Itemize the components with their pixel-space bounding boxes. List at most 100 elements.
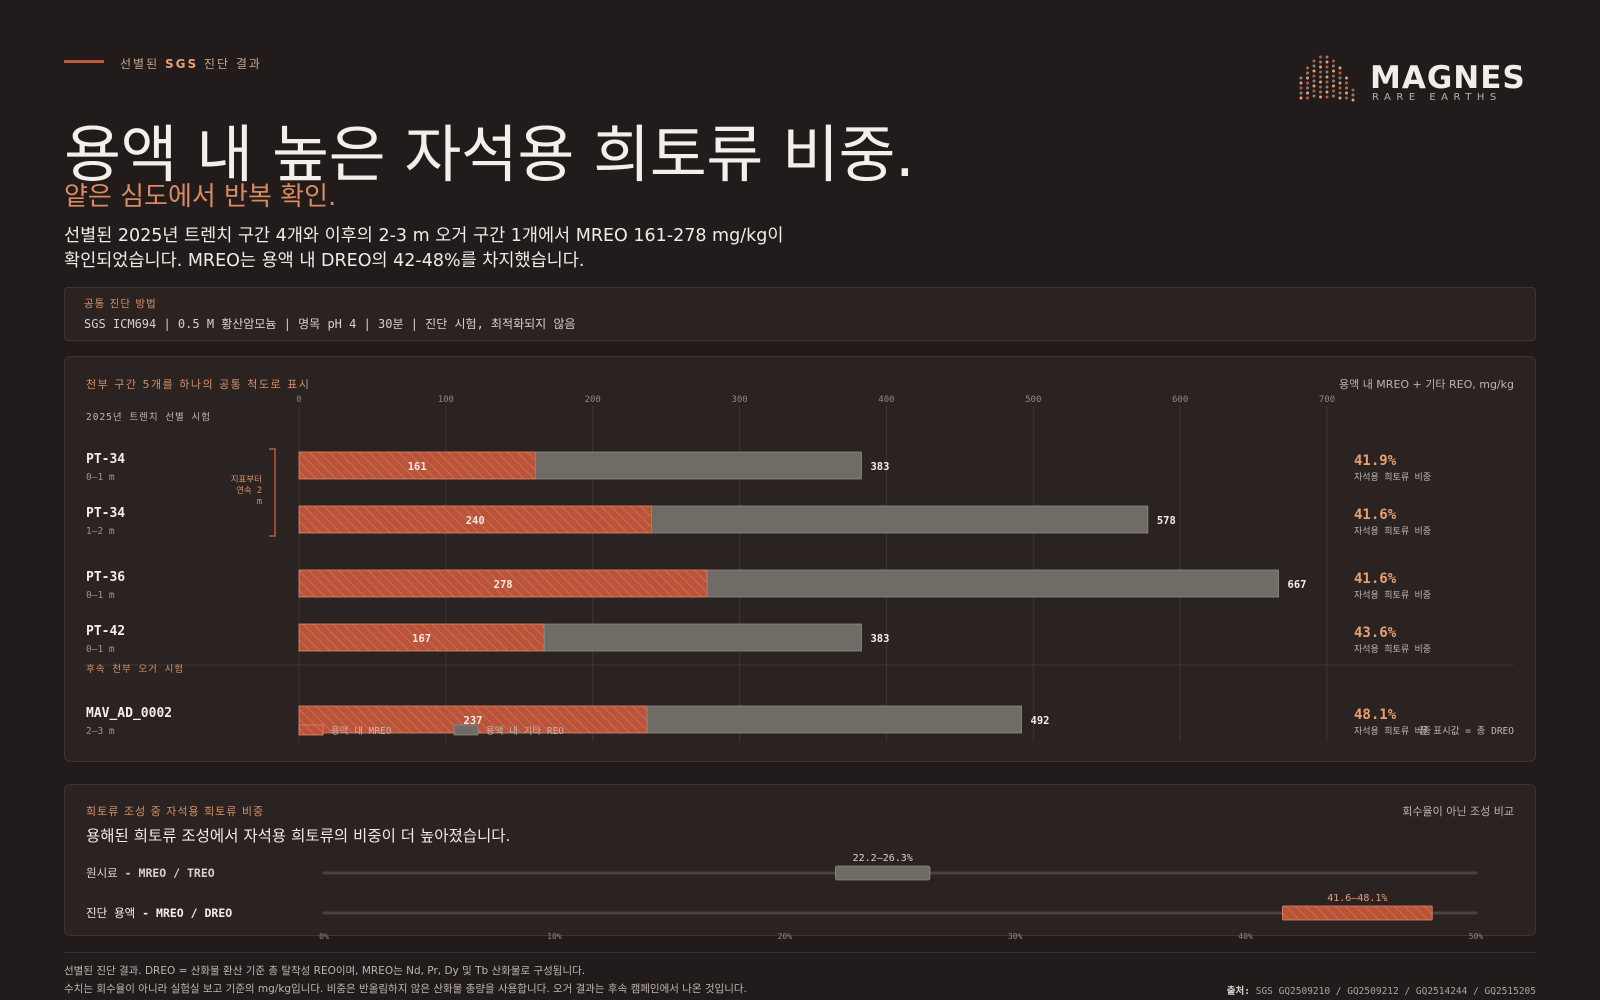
logo-dot: [1345, 81, 1348, 85]
logo-dot: [1325, 85, 1329, 89]
logo-dot: [1312, 84, 1316, 88]
logo-dot: [1299, 81, 1303, 85]
logo-dot: [1306, 71, 1309, 75]
range-value-label: 22.2–26.3%: [853, 853, 913, 864]
page-title: 용액 내 높은 자석용 희토류 비중.: [64, 118, 915, 191]
logo-dot: [1338, 96, 1342, 100]
eyebrow-rule: [64, 60, 104, 63]
share-caption: 자석용 희토류 비중: [1354, 525, 1431, 537]
row-id-label: PT-34: [86, 452, 125, 467]
x-tick-label: 300: [731, 395, 747, 405]
bar-mreo-label: 237: [464, 715, 483, 727]
logo-dot: [1338, 66, 1342, 70]
composition-note: 회수율이 아닌 조성 비교: [1402, 805, 1514, 818]
share-caption: 자석용 희토류 비중: [1354, 589, 1431, 601]
logo-dot: [1312, 64, 1316, 68]
logo-dot: [1312, 69, 1316, 73]
x-tick-label: 100: [438, 395, 454, 405]
logo-dot: [1332, 94, 1335, 98]
bar-other-reo: [543, 623, 862, 652]
range-tick-label: 20%: [778, 932, 793, 941]
chart-units: 용액 내 MREO + 기타 REO, mg/kg: [1338, 378, 1514, 391]
footer-source: 출처: SGS GQ2509210 / GQ2509212 / GQ251424…: [1226, 986, 1536, 997]
logo-dot: [1325, 80, 1329, 84]
bar-total-label: 492: [1031, 715, 1050, 727]
share-value: 41.6%: [1354, 507, 1397, 523]
range-bar-solution: [1282, 905, 1433, 921]
bar-mreo-label: 161: [408, 461, 427, 473]
row-depth-label: 2–3 m: [86, 726, 115, 737]
logo-dot: [1325, 65, 1329, 69]
x-tick-label: 0: [296, 395, 301, 405]
logo-dot: [1325, 95, 1329, 99]
row-id-label: PT-34: [86, 506, 125, 521]
logo-dot: [1338, 91, 1342, 95]
range-chart: 원시료 - MREO / TREO 22.2–26.3% 진단 용액 - MREO …: [86, 853, 1484, 941]
logo-dot: [1345, 86, 1348, 90]
group-label: 2025년 트렌치 선별 시험: [86, 411, 211, 423]
logo-dot: [1312, 79, 1316, 83]
row-depth-label: 1–2 m: [86, 526, 115, 537]
logo-dot: [1332, 69, 1335, 73]
logo-dot: [1351, 98, 1355, 102]
row-id-label: PT-36: [86, 570, 125, 585]
logo-dot: [1312, 74, 1316, 78]
logo-dot: [1299, 76, 1303, 80]
bar-other-reo: [651, 505, 1149, 534]
share-value: 48.1%: [1354, 707, 1397, 723]
row-id-label: MAV_AD_0002: [86, 706, 172, 721]
chart-panel: [64, 356, 1536, 762]
footer-note-2: 수치는 회수율이 아니라 실험실 보고 기준의 mg/kg입니다. 비중은 반올…: [64, 983, 747, 995]
logo-dot: [1312, 89, 1316, 93]
row-depth-label: 0–1 m: [86, 472, 115, 483]
logo-dot: [1338, 81, 1342, 85]
page-subtitle: 얕은 심도에서 반복 확인.: [64, 182, 337, 212]
legend-swatch-mreo: [298, 724, 324, 736]
row-depth-label: 0–1 m: [86, 590, 115, 601]
chart-title: 천부 구간 5개를 하나의 공통 척도로 표시: [86, 378, 311, 391]
row-id-label: PT-42: [86, 624, 125, 639]
eyebrow: 선별된 SGS 진단 결과: [120, 57, 262, 71]
bar-other-reo: [706, 569, 1279, 598]
method-label: 공통 진단 방법: [84, 298, 157, 310]
logo-dot: [1325, 90, 1329, 94]
range-tick-label: 50%: [1469, 932, 1484, 941]
logo-dot: [1325, 60, 1329, 64]
bar-mreo: [298, 569, 708, 598]
composition-headline: 용해된 희토류 조성에서 자석용 희토류의 비중이 더 높아졌습니다.: [86, 827, 511, 845]
logo-dot: [1345, 96, 1348, 100]
bracket-label: m: [257, 497, 262, 507]
logo-dot: [1312, 94, 1316, 98]
share-caption: 자석용 희토류 비중: [1354, 725, 1431, 737]
group-label: 후속 천부 오거 시험: [86, 664, 184, 675]
logo-dot: [1306, 96, 1309, 100]
logo-dot: [1325, 70, 1329, 74]
bar-other-reo: [535, 451, 862, 480]
bar-total-label: 383: [870, 461, 889, 473]
method-box: [64, 287, 1536, 341]
range-tick-label: 40%: [1238, 932, 1253, 941]
range-tick-label: 30%: [1008, 932, 1023, 941]
x-tick-label: 600: [1172, 395, 1188, 405]
logo-dot: [1319, 65, 1322, 69]
logo-dot: [1319, 75, 1322, 79]
x-tick-label: 400: [878, 395, 894, 405]
logo-dot: [1345, 76, 1348, 80]
composition-label: 희토류 조성 중 자석용 희토류 비중: [86, 805, 265, 818]
legend-swatch-other: [453, 724, 479, 736]
range-value-label: 41.6–48.1%: [1327, 893, 1387, 904]
logo-dot: [1338, 71, 1342, 75]
logo-dot: [1312, 59, 1316, 63]
bar-total-label: 578: [1157, 515, 1176, 527]
x-tick-label: 700: [1319, 395, 1335, 405]
bar-total-label: 383: [870, 633, 889, 645]
bar-mreo: [298, 623, 545, 652]
bracket-label: 지표부터: [231, 475, 262, 485]
logo-dot: [1332, 74, 1335, 78]
share-value: 43.6%: [1354, 625, 1397, 641]
lead-paragraph: 선별된 2025년 트렌치 구간 4개와 이후의 2-3 m 오거 구간 1개에…: [64, 226, 784, 271]
logo-dot: [1306, 76, 1309, 80]
logo-dot: [1299, 96, 1303, 100]
logo-dot: [1325, 55, 1329, 59]
logo-dot: [1332, 64, 1335, 68]
